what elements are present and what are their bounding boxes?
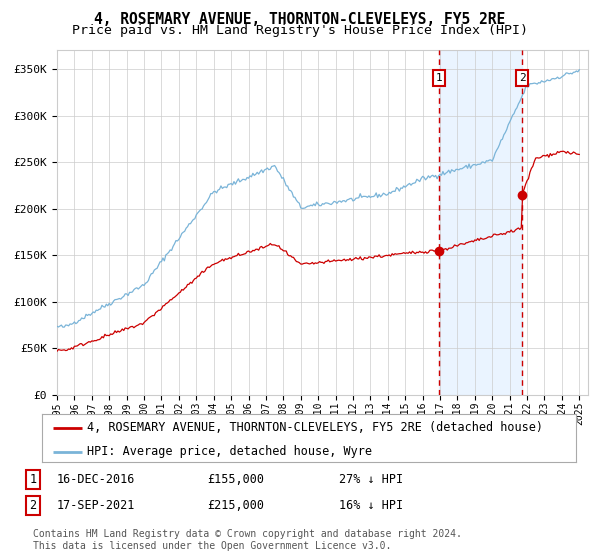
Bar	[439, 50, 522, 395]
Text: 1: 1	[29, 473, 37, 487]
Text: 2: 2	[29, 498, 37, 512]
Text: 16-DEC-2016: 16-DEC-2016	[57, 473, 136, 487]
Text: 2: 2	[518, 73, 526, 83]
Text: Price paid vs. HM Land Registry's House Price Index (HPI): Price paid vs. HM Land Registry's House …	[72, 24, 528, 37]
Text: 17-SEP-2021: 17-SEP-2021	[57, 498, 136, 512]
Text: £215,000: £215,000	[207, 498, 264, 512]
Text: 1: 1	[436, 73, 443, 83]
Text: 4, ROSEMARY AVENUE, THORNTON-CLEVELEYS, FY5 2RE (detached house): 4, ROSEMARY AVENUE, THORNTON-CLEVELEYS, …	[88, 421, 544, 434]
Text: 16% ↓ HPI: 16% ↓ HPI	[339, 498, 403, 512]
Text: 4, ROSEMARY AVENUE, THORNTON-CLEVELEYS, FY5 2RE: 4, ROSEMARY AVENUE, THORNTON-CLEVELEYS, …	[94, 12, 506, 27]
Text: Contains HM Land Registry data © Crown copyright and database right 2024.
This d: Contains HM Land Registry data © Crown c…	[33, 529, 462, 551]
Text: £155,000: £155,000	[207, 473, 264, 487]
Text: 27% ↓ HPI: 27% ↓ HPI	[339, 473, 403, 487]
Text: HPI: Average price, detached house, Wyre: HPI: Average price, detached house, Wyre	[88, 445, 373, 458]
